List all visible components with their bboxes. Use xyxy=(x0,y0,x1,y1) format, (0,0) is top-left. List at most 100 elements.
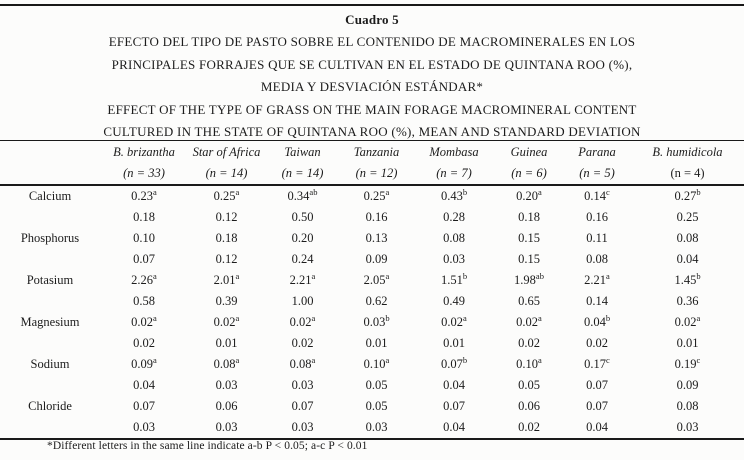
mean-value: 0.04b xyxy=(583,313,611,329)
sample-size: (n = 14) xyxy=(205,166,248,180)
footnote: *Different letters in the same line indi… xyxy=(47,440,368,452)
significance-letter: a xyxy=(153,271,157,281)
sample-size: (n = 12) xyxy=(355,166,398,180)
mean-row: Magnesium 0.02a 0.02a 0.02a 0.03b 0.02a 0.02a 0… xyxy=(0,312,744,333)
sd-value: 0.39 xyxy=(215,294,238,308)
mean-row: Potasium 2.26a 2.01a 2.21a 2.05a 1.51b 1.98ab 2… xyxy=(0,270,744,291)
minerals-table-head: B. brizantha (n = 33) Star of Africa (n = 1… xyxy=(0,140,744,186)
sd-value: 0.07 xyxy=(133,252,155,266)
mean-value: 2.01a xyxy=(213,271,240,287)
sd-value: 0.01 xyxy=(215,336,238,350)
significance-letter: b xyxy=(696,271,701,281)
significance-letter: c xyxy=(606,187,610,197)
significance-letter: b xyxy=(605,313,611,323)
significance-letter: a xyxy=(696,313,701,323)
header-row: B. brizantha (n = 33) Star of Africa (n = 1… xyxy=(0,140,744,186)
significance-letter: a xyxy=(463,313,467,323)
mean-value: 1.98ab xyxy=(514,271,544,287)
empty-label-cell xyxy=(0,207,100,228)
significance-letter: a xyxy=(235,187,240,197)
sd-value: 0.02 xyxy=(518,336,540,350)
mineral-label: Phosphorus xyxy=(20,231,80,245)
sd-value: 0.12 xyxy=(215,210,238,224)
sd-value: 0.04 xyxy=(443,420,465,434)
significance-letter: a xyxy=(606,271,610,281)
mean-value: 0.19c xyxy=(674,355,701,371)
sd-value: 0.04 xyxy=(133,378,155,392)
mineral-label: Calcium xyxy=(28,189,72,203)
title-en-line-2: CULTURED IN THE STATE OF QUINTANA ROO (%… xyxy=(103,124,641,139)
mean-row: Calcium 0.23a 0.25a 0.34ab 0.25a 0.43b 0.20a 0.… xyxy=(0,185,744,207)
mean-value: 0.03b xyxy=(363,313,390,329)
sd-value: 0.16 xyxy=(586,210,608,224)
mean-value: 0.02a xyxy=(516,313,542,329)
empty-label-cell xyxy=(0,291,100,312)
mean-value: 0.08 xyxy=(676,231,699,245)
mean-value: 0.02a xyxy=(441,313,467,329)
mean-value: 0.27b xyxy=(674,187,701,203)
mean-value: 0.25a xyxy=(363,187,390,203)
mean-value: 2.26a xyxy=(131,271,157,287)
sd-value: 1.00 xyxy=(291,294,314,308)
sd-value: 0.03 xyxy=(215,420,238,434)
significance-letter: a xyxy=(235,355,240,365)
mean-value: 0.11 xyxy=(586,231,608,245)
sample-size: (n = 5) xyxy=(579,166,615,180)
mean-value: 2.05a xyxy=(363,271,390,287)
sd-value: 0.25 xyxy=(676,210,699,224)
mean-value: 0.08 xyxy=(676,399,699,413)
sd-value: 0.15 xyxy=(518,252,540,266)
sd-row: 0.18 0.12 0.50 0.16 0.28 0.18 0.16 0.25 xyxy=(0,207,744,228)
mean-value: 0.14c xyxy=(584,187,610,203)
mean-value: 2.21a xyxy=(584,271,610,287)
mean-value: 0.02a xyxy=(213,313,240,329)
minerals-table-body: Calcium 0.23a 0.25a 0.34ab 0.25a 0.43b 0.20a 0.… xyxy=(0,185,744,439)
column-header: Mombasa (n = 7) xyxy=(413,140,495,186)
mean-value: 0.34ab xyxy=(287,187,318,203)
sd-value: 0.65 xyxy=(518,294,540,308)
significance-letter: c xyxy=(606,355,610,365)
mean-value: 0.05 xyxy=(365,399,388,413)
column-header: Tanzania (n = 12) xyxy=(340,140,413,186)
table-number-label: Cuadro 5 xyxy=(345,12,399,27)
column-header: Guinea (n = 6) xyxy=(495,140,563,186)
empty-label-cell xyxy=(0,375,100,396)
mean-value: 2.21a xyxy=(289,271,316,287)
mean-value: 0.10a xyxy=(363,355,390,371)
sd-value: 0.07 xyxy=(586,378,608,392)
sd-value: 0.03 xyxy=(291,420,314,434)
title-es-line-3: MEDIA Y DESVIACIÓN ESTÁNDAR* xyxy=(260,79,484,94)
sd-value: 0.16 xyxy=(365,210,388,224)
significance-letter: a xyxy=(235,271,240,281)
significance-letter: a xyxy=(311,271,316,281)
species-name: Guinea xyxy=(510,145,548,159)
mean-value: 0.15 xyxy=(518,231,540,245)
mean-value: 0.08 xyxy=(443,231,465,245)
mean-value: 0.43b xyxy=(440,187,468,203)
sd-value: 0.04 xyxy=(443,378,465,392)
sd-value: 0.14 xyxy=(586,294,608,308)
column-header: Taiwan (n = 14) xyxy=(265,140,340,186)
mean-value: 0.10a xyxy=(516,355,542,371)
sd-row: 0.02 0.01 0.02 0.01 0.01 0.02 0.02 0.01 xyxy=(0,333,744,354)
title-en-line-1: EFFECT OF THE TYPE OF GRASS ON THE MAIN … xyxy=(107,101,637,117)
significance-letter: a xyxy=(311,355,316,365)
sample-size: (n = 7) xyxy=(436,166,472,180)
species-name: Parana xyxy=(578,145,616,159)
mean-value: 0.17c xyxy=(584,355,610,371)
sd-value: 0.03 xyxy=(291,378,314,392)
significance-letter: a xyxy=(538,187,542,197)
title-block: Cuadro 5 EFECTO DEL TIPO DE PASTO SOBRE … xyxy=(0,9,744,144)
significance-letter: ab xyxy=(309,187,318,197)
mean-row: Chloride 0.07 0.06 0.07 0.05 0.07 0.06 0.07 0.08 xyxy=(0,396,744,417)
significance-letter: b xyxy=(462,187,468,197)
significance-letter: a xyxy=(385,355,390,365)
sd-value: 0.50 xyxy=(291,210,314,224)
sd-value: 0.04 xyxy=(586,420,608,434)
mean-value: 0.07b xyxy=(440,355,468,371)
mean-value: 0.25a xyxy=(213,187,240,203)
sd-value: 0.03 xyxy=(365,420,388,434)
sd-value: 0.03 xyxy=(215,378,238,392)
sample-size: (n = 4) xyxy=(670,166,705,180)
